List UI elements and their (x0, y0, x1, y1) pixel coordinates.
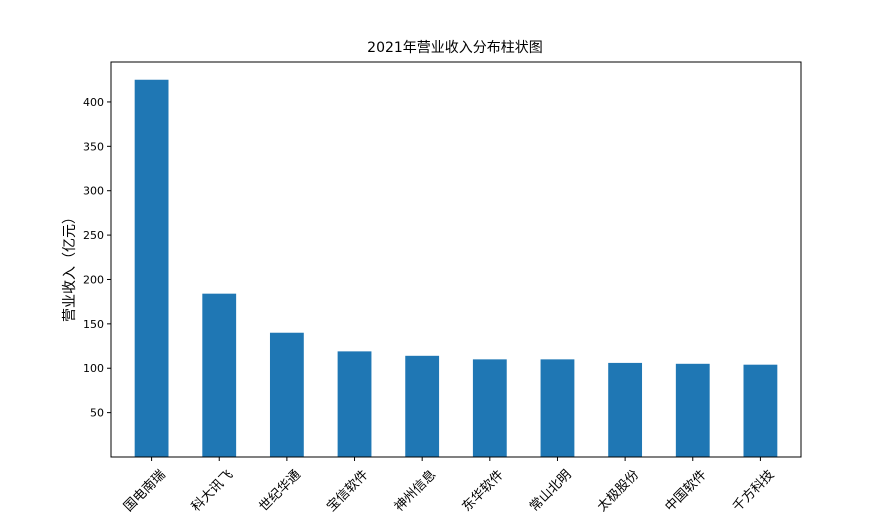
bar-3 (269, 332, 304, 457)
y-tick-label: 200 (83, 273, 104, 286)
y-tick-label: 250 (83, 229, 104, 242)
bar-7 (540, 359, 575, 457)
y-tick-label: 400 (83, 96, 104, 109)
plot-frame (110, 61, 802, 458)
y-tick-label: 150 (83, 318, 104, 331)
bar-4 (337, 351, 372, 457)
bar-10 (743, 364, 778, 457)
x-tick-label: 国电南瑞 (121, 467, 169, 514)
x-axis: 国电南瑞 科大讯飞 世纪华通 宝信软件 神州信息 东华软件 常山北明 太极股份 中国软件 千方科技 (121, 457, 777, 515)
bar-9 (675, 363, 710, 457)
bar-2 (202, 293, 237, 457)
x-tick-label: 太极股份 (595, 467, 642, 514)
bar-1 (134, 79, 169, 457)
bars-group (134, 79, 778, 457)
x-tick-label: 神州信息 (391, 467, 439, 514)
y-axis-label: 营业收入（亿元） (62, 210, 78, 322)
x-tick-label: 中国软件 (662, 467, 709, 514)
x-tick-label: 科大讯飞 (189, 467, 236, 514)
bar-6 (472, 359, 507, 457)
chart-title: 2021年营业收入分布柱状图 (367, 40, 543, 56)
y-tick-label: 350 (83, 140, 104, 153)
x-tick-label: 宝信软件 (324, 467, 371, 514)
y-tick-label: 300 (83, 185, 104, 198)
y-tick-label: 50 (90, 407, 104, 420)
y-axis: 50 100 150 200 250 300 350 400 (83, 96, 111, 420)
bar-5 (405, 355, 440, 457)
x-tick-label: 常山北明 (527, 467, 574, 514)
y-tick-label: 100 (83, 362, 104, 375)
x-tick-label: 东华软件 (459, 467, 506, 514)
x-tick-label: 世纪华通 (257, 467, 304, 514)
x-tick-label: 千方科技 (729, 467, 777, 514)
bar-8 (608, 362, 643, 457)
